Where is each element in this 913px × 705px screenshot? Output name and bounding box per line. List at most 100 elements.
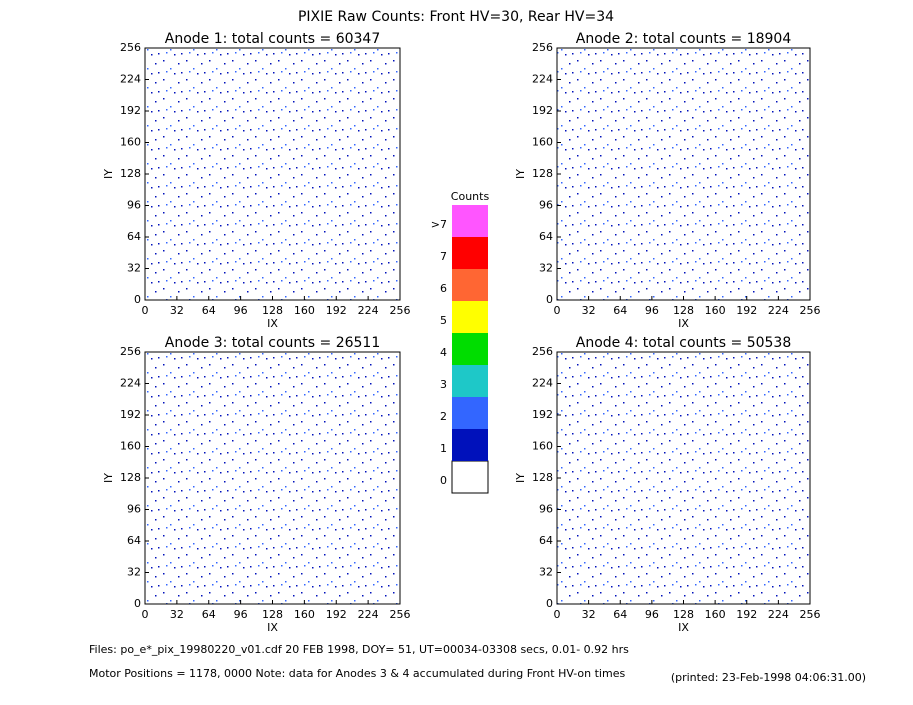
y-tick-label: 256 [532, 41, 553, 54]
y-tick-label: 256 [120, 41, 141, 54]
y-tick-label: 96 [127, 503, 141, 516]
y-tick-label: 224 [120, 377, 141, 390]
y-tick-label: 160 [532, 136, 553, 149]
x-tick-label: 224 [768, 608, 789, 621]
y-tick-label: 64 [127, 230, 141, 243]
x-tick-label: 224 [358, 304, 379, 317]
colorbar-label: 1 [440, 442, 447, 455]
y-axis-label: IY [102, 473, 115, 483]
x-tick-label: 192 [736, 304, 757, 317]
y-axis-label: IY [514, 169, 527, 179]
panel-title: Anode 2: total counts = 18904 [576, 31, 792, 47]
x-tick-label: 64 [613, 608, 627, 621]
x-tick-label: 96 [645, 608, 659, 621]
colorbar-label: 7 [440, 250, 447, 263]
colorbar-label: 4 [440, 346, 447, 359]
colorbar-swatch [452, 397, 488, 429]
x-tick-label: 256 [390, 608, 411, 621]
y-tick-label: 0 [546, 597, 553, 610]
colorbar-label: 5 [440, 314, 447, 327]
y-tick-label: 96 [539, 199, 553, 212]
y-tick-label: 128 [120, 471, 141, 484]
y-tick-label: 160 [120, 440, 141, 453]
y-tick-label: 192 [532, 408, 553, 421]
plot-area [144, 351, 401, 605]
y-tick-label: 0 [546, 293, 553, 306]
x-tick-label: 256 [800, 304, 821, 317]
panel-title: Anode 4: total counts = 50538 [576, 335, 791, 351]
colorbar-label: >7 [431, 218, 447, 231]
colorbar-label: 0 [440, 474, 447, 487]
footer-printed: (printed: 23-Feb-1998 04:06:31.00) [671, 671, 866, 684]
y-tick-label: 160 [120, 136, 141, 149]
y-tick-label: 128 [120, 167, 141, 180]
x-tick-label: 32 [170, 608, 184, 621]
colorbar-label: 2 [440, 410, 447, 423]
x-tick-label: 128 [673, 304, 694, 317]
panel-title: Anode 1: total counts = 60347 [165, 31, 380, 47]
plot-area [556, 47, 811, 301]
x-tick-label: 224 [768, 304, 789, 317]
x-tick-label: 64 [202, 608, 216, 621]
x-tick-label: 256 [390, 304, 411, 317]
y-tick-label: 224 [120, 73, 141, 86]
colorbar-swatch [452, 237, 488, 269]
y-tick-label: 64 [539, 230, 553, 243]
x-tick-label: 224 [358, 608, 379, 621]
x-tick-label: 32 [170, 304, 184, 317]
x-tick-label: 32 [582, 608, 596, 621]
y-tick-label: 32 [127, 262, 141, 275]
x-tick-label: 192 [326, 304, 347, 317]
colorbar-swatch [452, 365, 488, 397]
footer-motor: Motor Positions = 1178, 0000 Note: data … [89, 667, 625, 680]
y-tick-label: 0 [134, 597, 141, 610]
colorbar-label: 6 [440, 282, 447, 295]
y-tick-label: 192 [120, 104, 141, 117]
x-tick-label: 96 [234, 304, 248, 317]
x-tick-label: 128 [673, 608, 694, 621]
x-tick-label: 256 [800, 608, 821, 621]
y-tick-label: 64 [127, 534, 141, 547]
x-axis-label: IX [267, 317, 278, 330]
y-axis-label: IY [514, 473, 527, 483]
y-tick-label: 96 [539, 503, 553, 516]
y-tick-label: 192 [532, 104, 553, 117]
x-tick-label: 0 [142, 608, 149, 621]
x-axis-label: IX [678, 317, 689, 330]
page-title: PIXIE Raw Counts: Front HV=30, Rear HV=3… [298, 9, 614, 25]
x-tick-label: 160 [294, 304, 315, 317]
y-tick-label: 0 [134, 293, 141, 306]
y-tick-label: 192 [120, 408, 141, 421]
y-tick-label: 256 [120, 345, 141, 358]
colorbar-swatch [452, 301, 488, 333]
x-tick-label: 64 [613, 304, 627, 317]
plot-area [144, 47, 401, 301]
x-tick-label: 192 [736, 608, 757, 621]
y-tick-label: 32 [127, 566, 141, 579]
colorbar-label: 3 [440, 378, 447, 391]
x-tick-label: 160 [294, 608, 315, 621]
x-tick-label: 0 [554, 608, 561, 621]
colorbar-swatch [452, 429, 488, 461]
x-tick-label: 192 [326, 608, 347, 621]
x-tick-label: 96 [645, 304, 659, 317]
plot-area [556, 351, 811, 605]
colorbar-swatch [452, 333, 488, 365]
x-axis-label: IX [678, 621, 689, 634]
y-tick-label: 256 [532, 345, 553, 358]
colorbar-swatch [451, 460, 489, 494]
panel-title: Anode 3: total counts = 26511 [165, 335, 380, 351]
x-tick-label: 0 [554, 304, 561, 317]
x-tick-label: 0 [142, 304, 149, 317]
x-tick-label: 32 [582, 304, 596, 317]
x-tick-label: 96 [234, 608, 248, 621]
x-tick-label: 64 [202, 304, 216, 317]
y-tick-label: 32 [539, 566, 553, 579]
x-tick-label: 128 [262, 608, 283, 621]
x-tick-label: 160 [705, 608, 726, 621]
y-tick-label: 224 [532, 73, 553, 86]
colorbar-title: Counts [451, 190, 490, 203]
y-tick-label: 128 [532, 167, 553, 180]
y-tick-label: 128 [532, 471, 553, 484]
